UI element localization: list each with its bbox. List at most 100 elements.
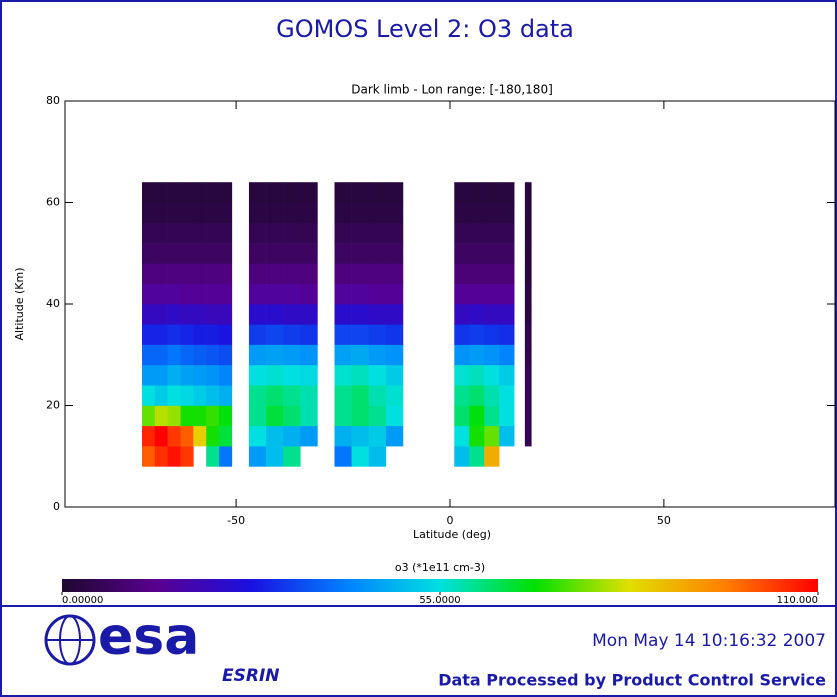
heatmap-cell: [167, 304, 181, 325]
heatmap-cell: [180, 243, 194, 264]
heatmap-cell: [266, 182, 284, 203]
heatmap-cell: [266, 344, 284, 366]
heatmap-cell: [248, 364, 267, 386]
heatmap-cell: [300, 405, 318, 427]
heatmap-cell: [499, 304, 515, 325]
logo-name: esa: [98, 607, 199, 667]
heatmap-cell: [499, 425, 515, 447]
heatmap-cell: [219, 364, 233, 386]
heatmap-cell: [219, 344, 233, 366]
heatmap-cell: [193, 263, 207, 284]
heatmap-cell: [167, 182, 181, 203]
credit: Data Processed by Product Control Servic…: [438, 671, 826, 690]
heatmap-cell: [484, 385, 500, 406]
heatmap-cell: [524, 344, 532, 366]
heatmap-cell: [180, 405, 194, 427]
heatmap-cell: [300, 364, 318, 386]
heatmap-cell: [248, 405, 267, 427]
heatmap-cell: [154, 364, 168, 386]
heatmap-cell: [454, 182, 470, 203]
heatmap-cell: [351, 283, 370, 305]
heatmap-cell: [154, 425, 168, 447]
heatmap-cell: [283, 385, 301, 406]
heatmap-cell: [266, 222, 284, 244]
heatmap-cell: [266, 202, 284, 224]
heatmap-cell: [154, 446, 168, 467]
heatmap-cell: [142, 344, 156, 366]
heatmap-cell: [193, 405, 207, 427]
heatmap-cell: [454, 425, 470, 447]
heatmap-cell: [154, 405, 168, 427]
heatmap-cell: [167, 385, 181, 406]
logo-site: ESRIN: [222, 666, 280, 686]
heatmap-cell: [154, 202, 168, 224]
heatmap-cell: [524, 283, 532, 305]
heatmap-cell: [248, 222, 267, 244]
heatmap-cell: [469, 446, 485, 467]
heatmap-cell: [193, 243, 207, 264]
heatmap-cell: [300, 425, 318, 447]
heatmap-cell: [334, 425, 352, 447]
heatmap-cell: [454, 324, 470, 345]
heatmap-cell: [266, 385, 284, 406]
heatmap-cell: [180, 446, 194, 467]
heatmap-cell: [219, 425, 233, 447]
heatmap-cell: [300, 344, 318, 366]
heatmap-cell: [219, 222, 233, 244]
heatmap-cell: [499, 243, 515, 264]
heatmap-cell: [180, 425, 194, 447]
heatmap-cell: [266, 425, 284, 447]
heatmap-cell: [484, 344, 500, 366]
heatmap-cell: [206, 182, 220, 203]
heatmap-cell: [499, 385, 515, 406]
heatmap-cell: [180, 202, 194, 224]
heatmap-cell: [385, 243, 404, 264]
heatmap-cell: [193, 425, 207, 447]
heatmap-cell: [368, 446, 387, 467]
heatmap-cell: [334, 304, 352, 325]
colorbar: [62, 579, 818, 592]
heatmap-cell: [454, 405, 470, 427]
heatmap-cell: [142, 202, 156, 224]
heatmap-cell: [351, 182, 370, 203]
heatmap-cell: [219, 263, 233, 284]
heatmap-cell: [206, 364, 220, 386]
heatmap-cell: [300, 222, 318, 244]
heatmap-cell: [454, 446, 470, 467]
heatmap-cell: [283, 364, 301, 386]
heatmap-cell: [283, 283, 301, 305]
heatmap-cell: [469, 283, 485, 305]
heatmap-cell: [219, 283, 233, 305]
heatmap-cell: [385, 425, 404, 447]
heatmap-cell: [454, 222, 470, 244]
heatmap-cell: [499, 324, 515, 345]
colorbar-tick-label: 55.0000: [419, 595, 460, 606]
heatmap-cell: [142, 263, 156, 284]
heatmap-cell: [266, 324, 284, 345]
heatmap-cell: [499, 182, 515, 203]
heatmap-cell: [300, 263, 318, 284]
heatmap-cell: [300, 324, 318, 345]
heatmap-cell: [469, 405, 485, 427]
heatmap-cell: [499, 222, 515, 244]
heatmap-cell: [499, 364, 515, 386]
heatmap-cell: [219, 446, 233, 467]
heatmap-cell: [351, 263, 370, 284]
heatmap-cell: [454, 283, 470, 305]
x-tick-label: -50: [227, 514, 245, 527]
heatmap-cell: [248, 182, 267, 203]
heatmap-cell: [469, 344, 485, 366]
heatmap-cell: [283, 182, 301, 203]
heatmap-cell: [206, 202, 220, 224]
heatmap-cell: [524, 202, 532, 224]
heatmap-cell: [142, 222, 156, 244]
heatmap-cell: [167, 405, 181, 427]
heatmap-cell: [142, 385, 156, 406]
heatmap-cell: [368, 344, 387, 366]
heatmap-cell: [142, 364, 156, 386]
x-axis-label: Latitude (deg): [413, 528, 491, 541]
heatmap-cell: [154, 385, 168, 406]
heatmap-cell: [351, 364, 370, 386]
heatmap-cell: [180, 222, 194, 244]
heatmap-cell: [248, 425, 267, 447]
